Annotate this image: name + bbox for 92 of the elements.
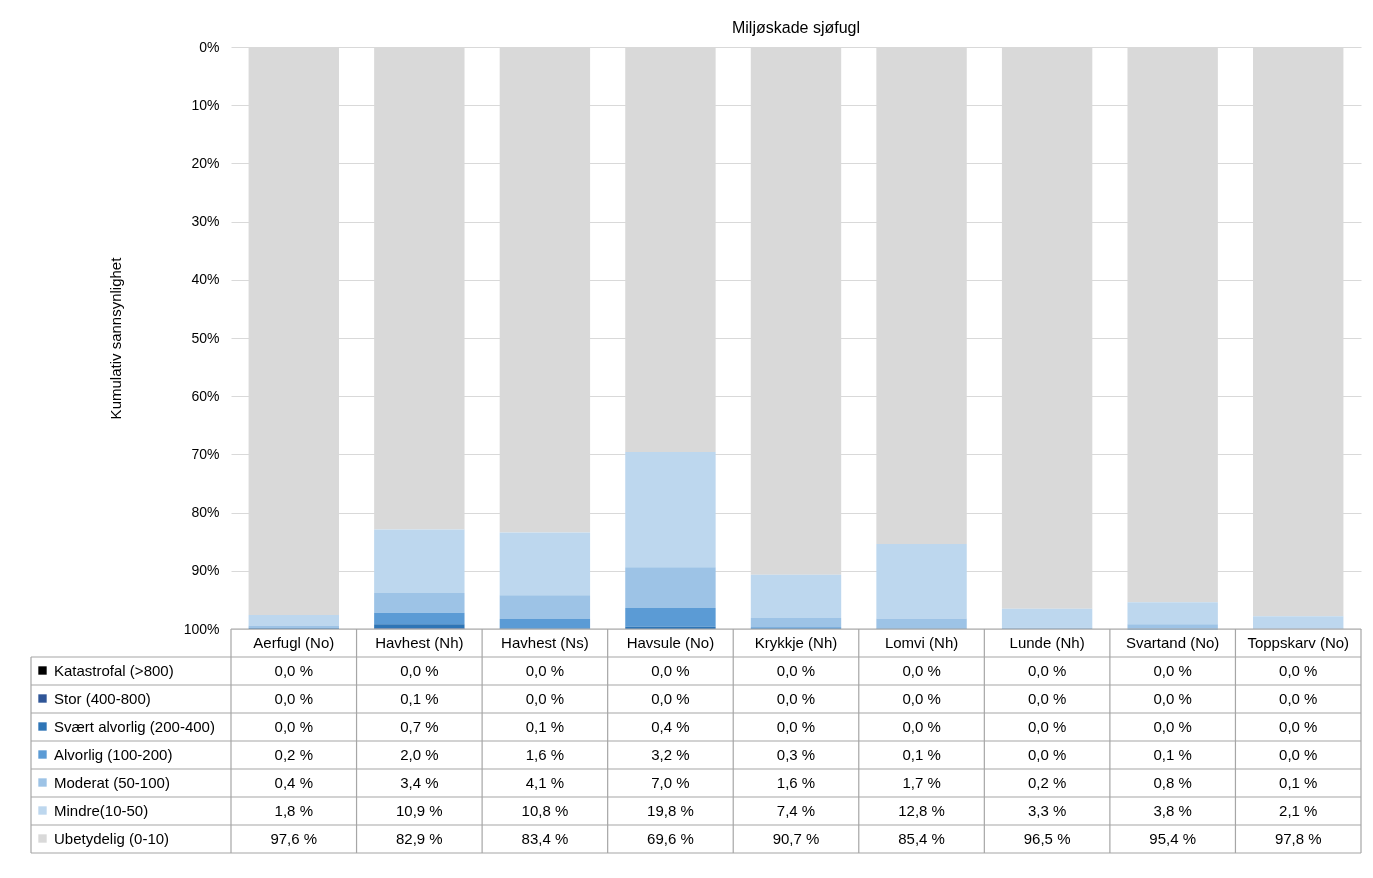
data-label: 3,2 %	[651, 746, 690, 763]
data-label: 2,0 %	[400, 746, 439, 763]
data-label: 0,0 %	[776, 690, 816, 707]
y-tick-label: 20%	[191, 154, 220, 171]
y-tick-label: 30%	[191, 213, 220, 230]
data-label: 0,0 %	[400, 662, 439, 679]
data-label: 0,1 %	[902, 746, 941, 763]
x-tick-label: Havhest (Nh)	[375, 634, 464, 651]
data-label: 0,0 %	[1153, 662, 1192, 679]
data-label: 1,6 %	[776, 774, 816, 791]
data-label: 0,0 %	[1153, 690, 1192, 707]
data-label: 0,8 %	[1153, 774, 1192, 791]
data-label: 82,9 %	[395, 830, 443, 847]
data-label: 1,7 %	[902, 774, 941, 791]
data-label: 0,0 %	[776, 662, 816, 679]
data-label: 0,0 %	[902, 718, 941, 735]
data-label: 0,0 %	[651, 690, 690, 707]
data-label: 83,4 %	[521, 830, 569, 847]
data-label: 0,2 %	[1027, 774, 1067, 791]
data-label: 4,1 %	[525, 774, 565, 791]
data-label: 0,0 %	[525, 690, 565, 707]
data-label: 0,0 %	[902, 690, 941, 707]
y-tick-label: 60%	[191, 387, 220, 404]
data-label: 2,1 %	[1279, 802, 1318, 819]
data-label: 0,4 %	[651, 718, 690, 735]
x-tick-label: Lunde (Nh)	[1009, 634, 1085, 651]
y-tick-label: 70%	[191, 445, 220, 462]
data-label: 97,6 %	[270, 830, 318, 847]
y-tick-label: 10%	[191, 96, 220, 113]
y-tick-label: 40%	[191, 271, 220, 288]
data-label: 3,4 %	[400, 774, 439, 791]
data-label: 85,4 %	[898, 830, 945, 847]
legend-label: Ubetydelig (0-10)	[54, 829, 170, 847]
data-label: 0,7 %	[400, 718, 439, 735]
data-label: 0,1 %	[1279, 774, 1318, 791]
data-label: 3,8 %	[1153, 802, 1192, 819]
legend-label: Svært alvorlig (200-400)	[54, 717, 215, 735]
x-tick-label: Havhest (Ns)	[501, 634, 589, 651]
data-label: 1,6 %	[525, 746, 565, 763]
data-label: 0,0 %	[1027, 690, 1067, 707]
data-label: 0,0 %	[1027, 662, 1067, 679]
data-label: 0,0 %	[525, 662, 565, 679]
data-label: 12,8 %	[898, 802, 945, 819]
y-tick-label: 0%	[199, 38, 220, 55]
data-label: 0,0 %	[274, 690, 313, 707]
data-label: 0,1 %	[400, 690, 439, 707]
data-label: 7,0 %	[651, 774, 690, 791]
data-label: 0,0 %	[274, 718, 313, 735]
data-label: 0,0 %	[902, 662, 941, 679]
legend-label: Mindre(10-50)	[54, 801, 149, 819]
y-tick-label: 90%	[191, 562, 220, 579]
data-label: 96,5 %	[1023, 830, 1071, 847]
x-tick-label: Krykkje (Nh)	[754, 634, 838, 651]
data-label: 0,0 %	[1279, 690, 1318, 707]
data-label: 0,1 %	[1153, 746, 1192, 763]
data-label: 1,8 %	[274, 802, 313, 819]
data-label: 95,4 %	[1149, 830, 1197, 847]
legend-label: Moderat (50-100)	[54, 773, 170, 791]
data-label: 0,0 %	[1027, 746, 1067, 763]
data-label: 0,0 %	[1153, 718, 1192, 735]
data-label: 0,1 %	[525, 718, 565, 735]
x-tick-label: Havsule (No)	[626, 634, 715, 651]
data-label: 0,0 %	[1027, 718, 1067, 735]
y-tick-label: 80%	[191, 504, 220, 521]
x-tick-label: Svartand (No)	[1125, 634, 1220, 651]
data-label: 69,6 %	[647, 830, 694, 847]
data-label: 0,3 %	[776, 746, 816, 763]
data-label: 0,4 %	[274, 774, 313, 791]
data-label: 10,8 %	[521, 802, 569, 819]
data-label: 90,7 %	[772, 830, 820, 847]
data-label: 0,0 %	[776, 718, 816, 735]
data-label: 97,8 %	[1274, 830, 1322, 847]
data-label: 0,0 %	[1279, 746, 1318, 763]
data-label: 3,3 %	[1027, 802, 1067, 819]
data-label: 0,2 %	[274, 746, 313, 763]
chart-title: Miljøskade sjøfugl	[731, 19, 861, 36]
data-label: 0,0 %	[651, 662, 690, 679]
legend-label: Katastrofal (>800)	[54, 661, 174, 679]
x-tick-label: Aerfugl (No)	[253, 634, 335, 651]
data-label: 0,0 %	[274, 662, 313, 679]
data-label: 19,8 %	[647, 802, 694, 819]
data-label: 7,4 %	[776, 802, 816, 819]
legend-label: Stor (400-800)	[54, 689, 151, 707]
x-tick-label: Toppskarv (No)	[1247, 634, 1350, 651]
x-tick-label: Lomvi (Nh)	[884, 634, 959, 651]
legend-label: Alvorlig (100-200)	[54, 745, 173, 763]
y-tick-label: 50%	[191, 329, 220, 346]
y-tick-label: 100%	[183, 620, 220, 637]
data-label: 10,9 %	[395, 802, 443, 819]
y-axis-title: Kumulativ sannsynlighet	[106, 256, 124, 420]
data-label: 0,0 %	[1279, 662, 1318, 679]
data-label: 0,0 %	[1279, 718, 1318, 735]
